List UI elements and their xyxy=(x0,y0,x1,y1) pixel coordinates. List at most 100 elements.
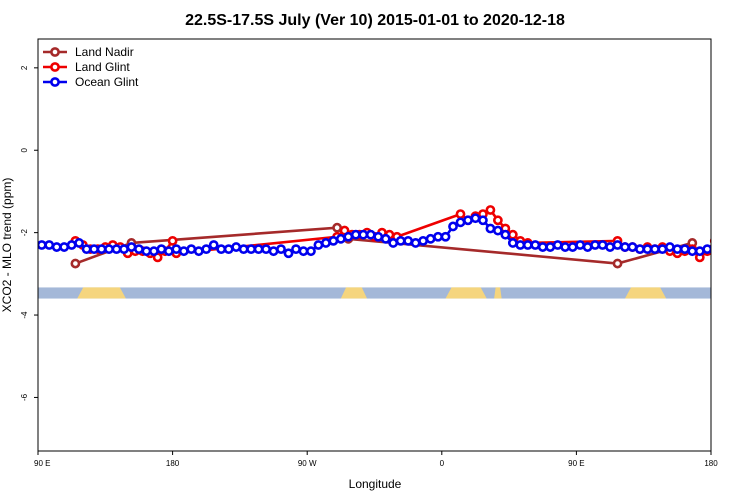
ocean-glint-point xyxy=(440,231,451,242)
ocean-glint-point xyxy=(335,233,346,244)
ocean-glint-point xyxy=(66,240,77,250)
ocean-glint-point xyxy=(709,248,711,255)
ocean-glint-point xyxy=(597,240,608,250)
ocean-glint-point xyxy=(380,233,391,244)
ocean-glint-point xyxy=(612,240,623,250)
legend-land-nadir-marker xyxy=(50,47,60,57)
ocean-glint-point xyxy=(163,246,174,257)
ocean-glint-point xyxy=(81,244,92,255)
ocean-glint-point xyxy=(650,244,660,255)
land-mask-band xyxy=(38,287,711,299)
ocean-glint-point xyxy=(590,240,600,250)
land-span-1 xyxy=(340,287,368,299)
ocean-glint-point xyxy=(388,238,399,248)
ocean-glint-point xyxy=(448,221,458,232)
ocean-glint-point xyxy=(560,242,571,252)
y-tick-label: 0 xyxy=(20,147,29,152)
ocean-glint-point xyxy=(171,244,182,255)
ocean-glint-point xyxy=(74,238,85,248)
ocean-glint-point xyxy=(231,242,242,252)
ocean-glint-point xyxy=(664,242,675,252)
y-tick-label: -4 xyxy=(20,311,29,319)
ocean-glint-point xyxy=(216,244,227,255)
ocean-glint-point xyxy=(567,242,578,252)
y-axis: 2 0 -2 -4 -6 xyxy=(20,65,38,401)
ocean-glint-point xyxy=(261,244,271,255)
ocean-glint-point xyxy=(283,248,294,259)
land-glint-point xyxy=(485,205,496,215)
ocean-glint-point xyxy=(134,244,144,255)
x-tick-label: 180 xyxy=(704,459,718,468)
ocean-glint-point xyxy=(485,223,496,234)
ocean-glint-point xyxy=(313,240,324,250)
ocean-glint-point xyxy=(478,215,488,226)
legend-ocean-glint-marker xyxy=(50,77,60,87)
ocean-glint-point xyxy=(238,244,249,255)
ocean-glint-point xyxy=(507,238,518,248)
ocean-glint-point xyxy=(350,229,361,240)
ocean-glint-point xyxy=(433,231,443,242)
ocean-glint-point xyxy=(306,246,316,257)
ocean-glint-point xyxy=(575,240,586,250)
land-nadir-point xyxy=(70,258,81,269)
ocean-glint-point xyxy=(149,246,159,257)
ocean-glint-point xyxy=(186,244,197,255)
ocean-glint-point xyxy=(515,240,526,250)
ocean-glint-point xyxy=(642,244,653,255)
ocean-glint-point xyxy=(687,246,698,257)
ocean-glint-point xyxy=(672,244,683,255)
land-span-4 xyxy=(625,287,667,299)
legend-land-glint-marker xyxy=(50,62,60,72)
ocean-glint-point xyxy=(298,246,309,257)
land-span-0 xyxy=(77,287,126,299)
ocean-glint-point xyxy=(156,244,167,255)
land-glint-point xyxy=(709,237,711,245)
ocean-glint-point xyxy=(126,242,137,252)
ocean-glint-point xyxy=(193,246,204,257)
ocean-glint-point xyxy=(246,244,257,255)
land-span-2 xyxy=(445,287,487,299)
y-tick-label: -2 xyxy=(20,229,29,237)
ocean-glint-point xyxy=(373,231,384,242)
ocean-glint-point xyxy=(463,215,473,226)
series-layer xyxy=(38,205,711,269)
x-tick-label: 90 E xyxy=(34,459,50,468)
ocean-glint-point xyxy=(201,244,212,255)
ocean-glint-point xyxy=(141,246,152,257)
ocean-glint-point xyxy=(268,246,279,257)
legend-ocean-glint-label: Ocean Glint xyxy=(75,75,139,89)
ocean-glint-point xyxy=(620,242,630,252)
land-glint-point xyxy=(492,215,503,226)
ocean-glint-point xyxy=(657,244,668,255)
ocean-glint-point xyxy=(522,240,533,250)
ocean-glint-point xyxy=(694,246,705,257)
ocean-glint-point xyxy=(470,213,481,224)
chart-title: 22.5S-17.5S July (Ver 10) 2015-01-01 to … xyxy=(185,12,565,29)
ocean-glint-point xyxy=(545,242,556,252)
ocean-glint-point xyxy=(605,242,615,252)
y-tick-label: 2 xyxy=(20,65,29,70)
x-axis: 90 E 180 90 W 0 90 E 180 xyxy=(34,451,718,468)
x-tick-label: 0 xyxy=(440,459,445,468)
y-axis-label: XCO2 - MLO trend (ppm) xyxy=(0,178,14,313)
x-axis-label: Longitude xyxy=(349,477,402,491)
ocean-glint-point xyxy=(365,229,376,240)
land-nadir-point xyxy=(332,222,343,233)
ocean-glint-point xyxy=(530,240,541,250)
ocean-glint-point xyxy=(320,238,331,248)
ocean-glint-point xyxy=(418,235,429,246)
ocean-glint-point xyxy=(500,229,511,240)
y-tick-label: -6 xyxy=(20,393,29,401)
ocean-glint-point xyxy=(38,240,47,250)
ocean-glint-point xyxy=(358,229,369,240)
ocean-glint-point xyxy=(425,233,436,244)
ocean-glint-point xyxy=(89,244,99,255)
x-tick-label: 90 W xyxy=(298,459,317,468)
ocean-glint-point xyxy=(552,240,563,250)
ocean-glint-point xyxy=(492,225,503,236)
ocean-glint-point xyxy=(410,238,421,248)
ocean-glint-point xyxy=(702,244,711,255)
ocean-glint-point xyxy=(537,242,548,252)
